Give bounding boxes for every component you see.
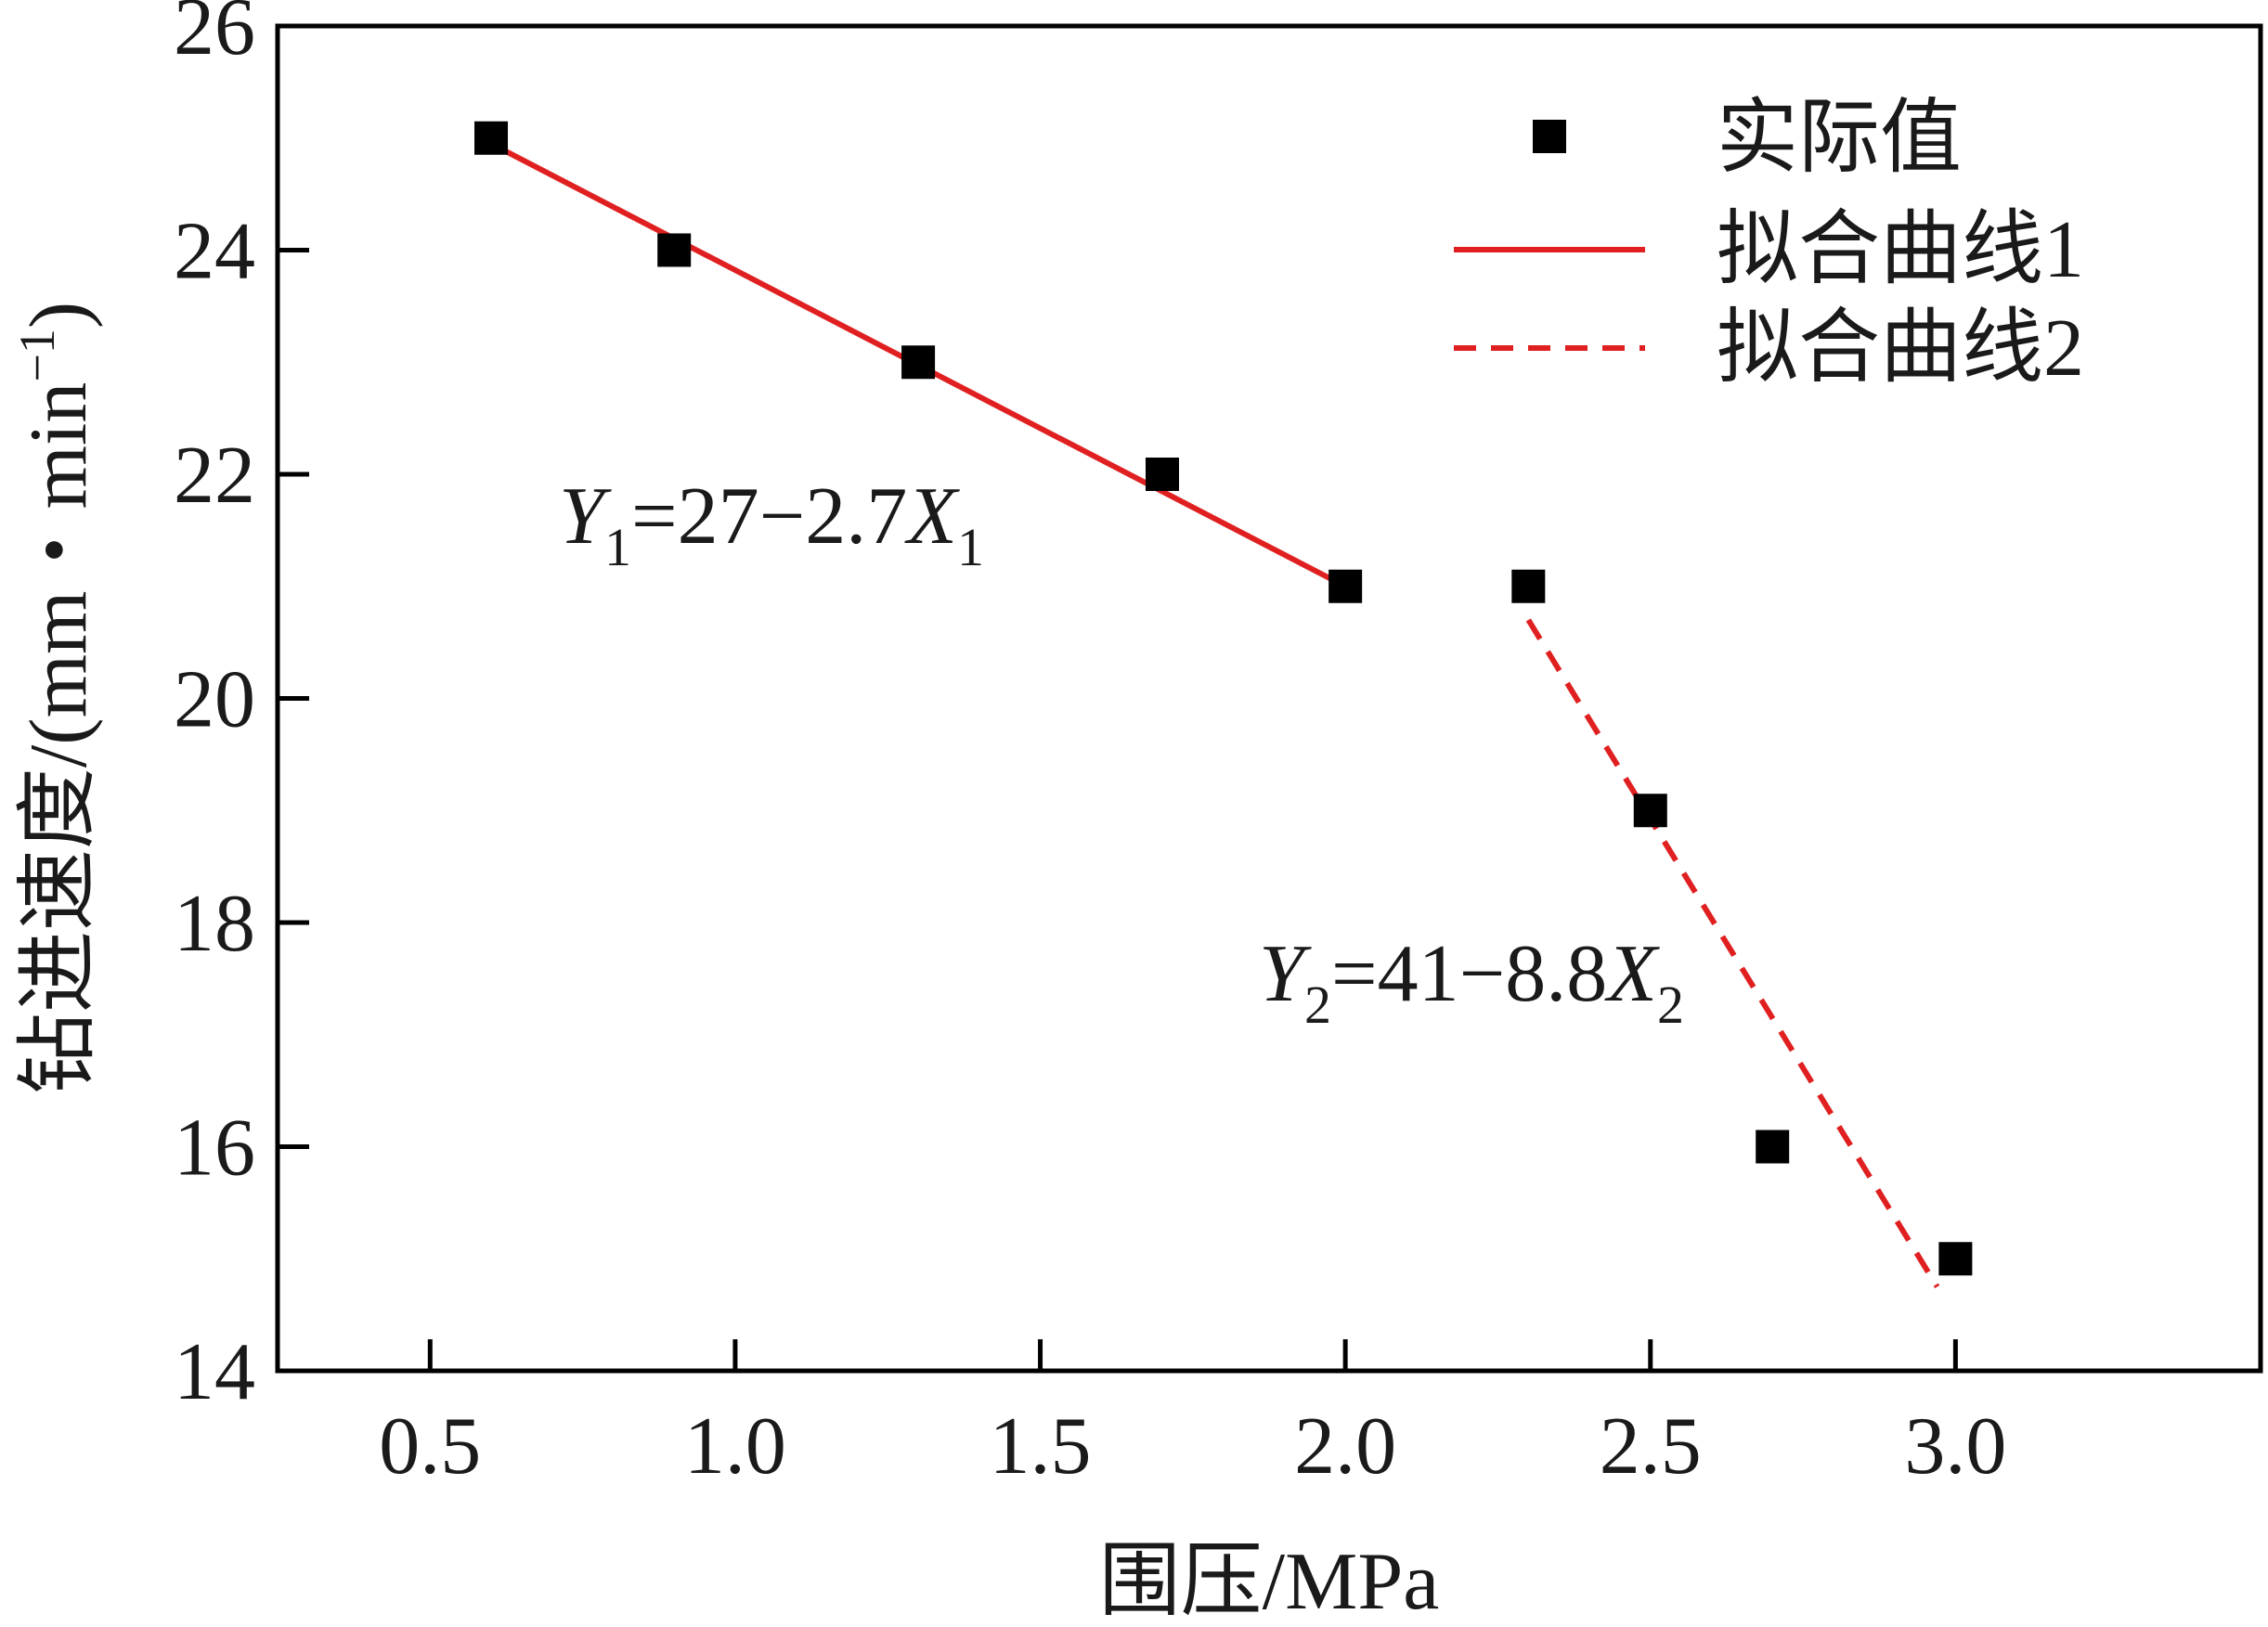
fit-line-2 <box>1525 618 1940 1289</box>
equation-2: Y2=41−8.8X2 <box>1259 929 1684 1035</box>
y-tick-label: 22 <box>174 431 255 521</box>
data-point <box>1756 1130 1790 1164</box>
data-points <box>474 121 1973 1276</box>
legend-marker-actual <box>1533 120 1566 153</box>
x-axis-label: 围压/MPa <box>1099 1537 1440 1627</box>
y-axis-label-close: ) <box>14 302 104 329</box>
y-tick-label: 18 <box>174 879 255 969</box>
y-axis-label-main: 钻进速度/(mm・min <box>14 382 104 1095</box>
y-tick-label: 26 <box>174 0 255 72</box>
legend-label-actual: 实际值 <box>1717 94 1962 184</box>
x-tick-label: 0.5 <box>379 1401 481 1491</box>
equation-1: Y1=27−2.7X1 <box>559 471 984 577</box>
data-point <box>1938 1242 1973 1276</box>
x-axis: 0.5 1.0 1.5 2.0 2.5 3.0 <box>379 1339 2006 1491</box>
y-tick-label: 24 <box>174 207 255 297</box>
data-point <box>657 233 692 267</box>
y-tick-label: 14 <box>174 1327 255 1417</box>
legend-label-fit1: 拟合曲线1 <box>1717 205 2084 295</box>
y-axis-label: 钻进速度/(mm・min−1) <box>9 302 104 1094</box>
x-tick-label: 1.5 <box>990 1401 1092 1491</box>
y-axis: 14 16 18 20 22 24 26 <box>174 0 309 1417</box>
legend-label-fit2: 拟合曲线2 <box>1717 303 2084 394</box>
x-tick-label: 3.0 <box>1904 1401 2006 1491</box>
data-point <box>901 345 936 380</box>
legend: 实际值 拟合曲线1 拟合曲线2 <box>1454 94 2084 394</box>
data-point <box>1511 569 1546 603</box>
x-tick-label: 2.5 <box>1600 1401 1702 1491</box>
y-tick-label: 20 <box>174 655 255 745</box>
data-point <box>1145 458 1179 491</box>
x-tick-label: 2.0 <box>1294 1401 1396 1491</box>
data-point <box>1328 569 1363 603</box>
x-tick-label: 1.0 <box>684 1401 786 1491</box>
y-tick-label: 16 <box>174 1104 255 1194</box>
data-point <box>1633 794 1667 828</box>
svg-text:钻进速度/(mm・min−1): 钻进速度/(mm・min−1) <box>9 302 104 1094</box>
data-point <box>474 121 509 155</box>
y-axis-label-sup: −1 <box>9 329 65 381</box>
